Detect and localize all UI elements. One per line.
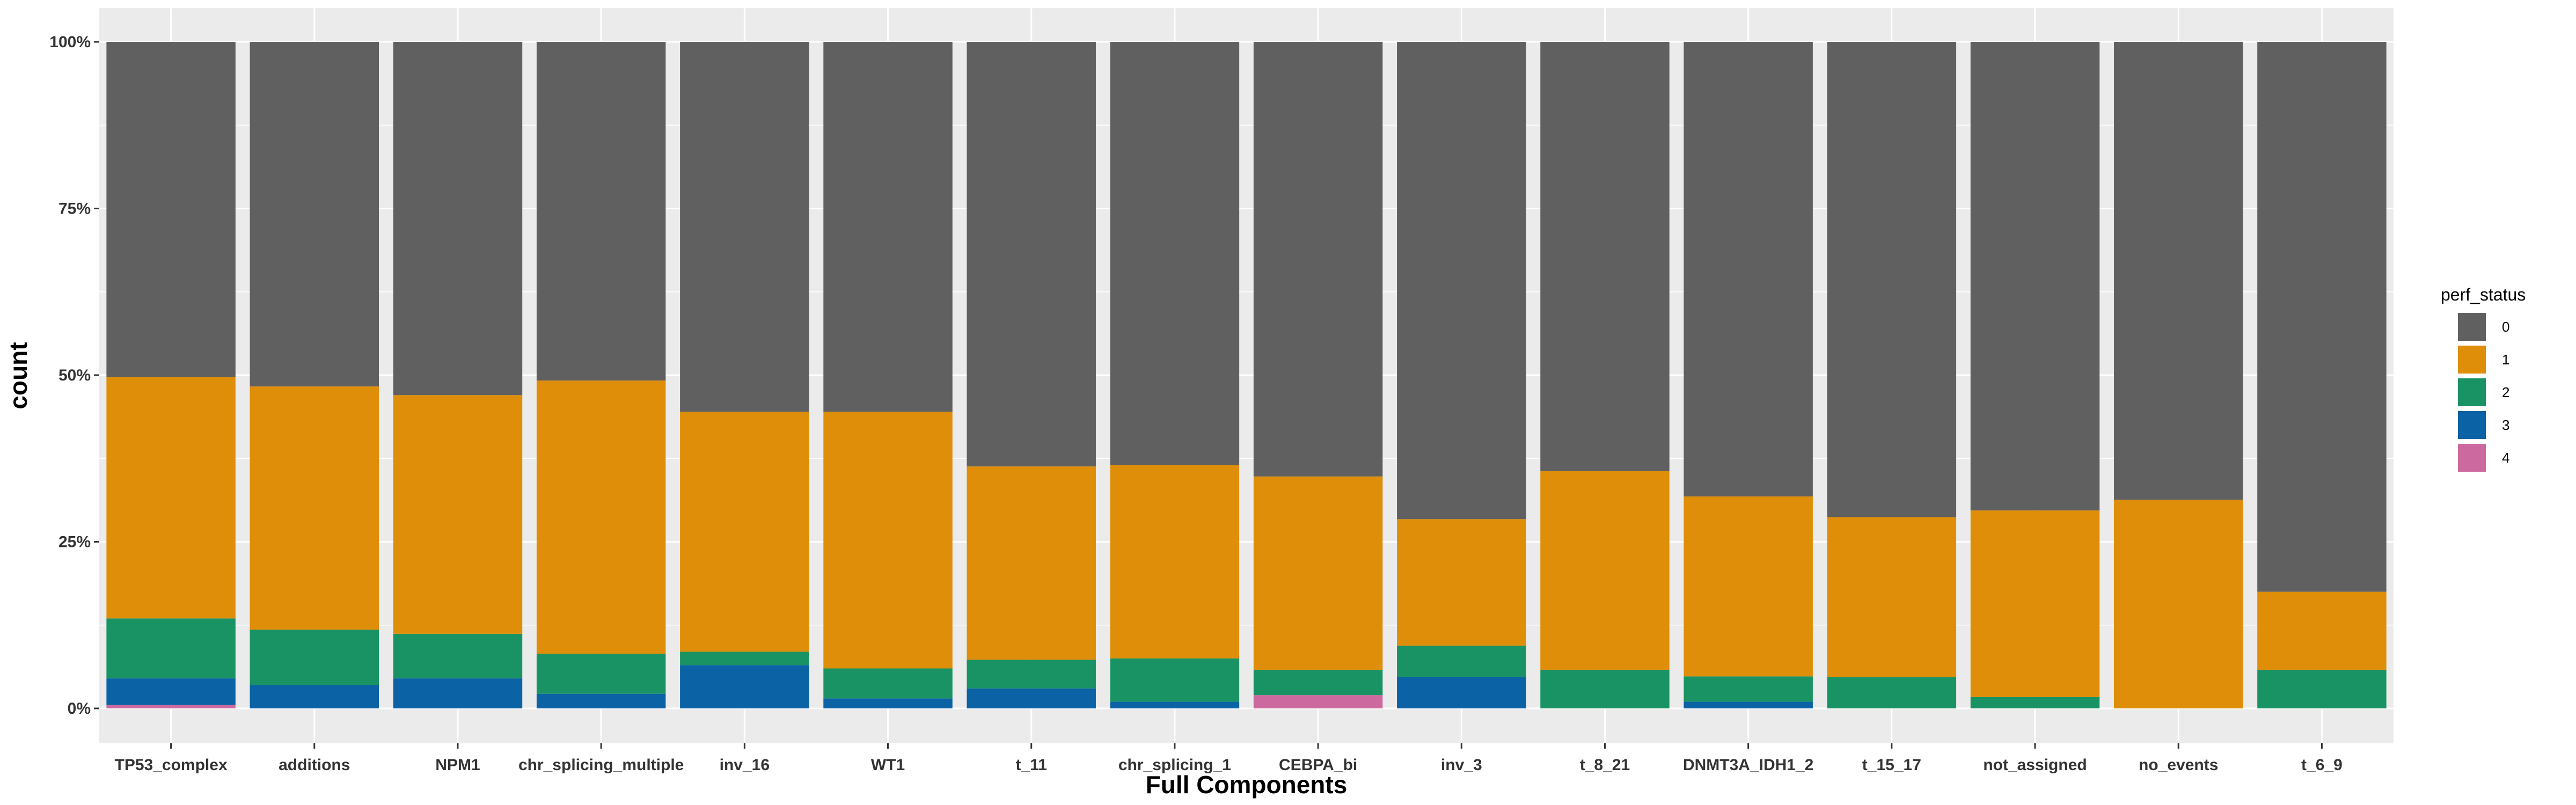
x-tick-label: t_15_17: [1862, 756, 1921, 774]
bar-segment: [1253, 476, 1383, 670]
bar-segment: [536, 380, 666, 654]
x-tick-label: DNMT3A_IDH1_2: [1683, 756, 1813, 774]
bar-segment: [1827, 517, 1957, 677]
legend-swatch: [2458, 411, 2486, 439]
bar-segment: [1684, 42, 1813, 497]
y-axis-title: count: [4, 342, 32, 409]
bar-segment: [1397, 646, 1526, 677]
x-tick-label: additions: [279, 756, 350, 774]
y-tick-label: 100%: [49, 33, 91, 51]
bar-segment: [1397, 42, 1526, 519]
y-tick-label: 0%: [68, 700, 91, 718]
x-tick-label: TP53_complex: [115, 756, 228, 774]
bar-segment: [1253, 695, 1383, 708]
bar-segment: [393, 42, 523, 396]
bar-segment: [680, 665, 809, 708]
bar-segment: [1253, 42, 1383, 477]
y-tick-label: 50%: [58, 367, 91, 384]
bar-segment: [967, 688, 1096, 708]
bar-segment: [106, 377, 236, 619]
legend-items: 0 1 2 3 4: [2458, 313, 2509, 472]
legend-label: 0: [2502, 319, 2509, 335]
x-axis-ticks: TP53_complex additions NPM1 chr_splicing_mu…: [115, 743, 2343, 774]
legend-label: 2: [2502, 384, 2509, 400]
bar-segment: [536, 654, 666, 694]
x-tick-label: chr_splicing_multiple: [518, 756, 684, 774]
bar-segment: [536, 693, 666, 708]
bar-segment: [1253, 669, 1383, 696]
bar-segment: [1110, 42, 1240, 465]
y-tick-label: 25%: [58, 533, 91, 551]
legend-swatch: [2458, 444, 2486, 472]
x-tick-label: chr_splicing_1: [1118, 756, 1231, 774]
legend-swatch: [2458, 346, 2486, 374]
bar-segment: [680, 42, 809, 412]
legend-label: 3: [2502, 417, 2509, 433]
bar-segment: [2257, 669, 2387, 708]
bar-segment: [393, 678, 523, 708]
bar-segment: [967, 660, 1096, 689]
bar-segment: [1970, 697, 2100, 708]
bar-segment: [967, 42, 1096, 467]
bar-segment: [680, 652, 809, 665]
legend: perf_status 0 1 2 3 4: [2441, 285, 2526, 472]
bar-segment: [250, 630, 379, 685]
bar-segment: [250, 386, 379, 630]
bar-segment: [823, 698, 953, 708]
bar-segment: [1827, 677, 1957, 708]
x-tick-label: t_6_9: [2301, 756, 2343, 774]
bar-segment: [536, 42, 666, 380]
bar-segment: [393, 395, 523, 634]
bar-segment: [1110, 701, 1240, 708]
bar-segment: [1684, 676, 1813, 702]
bar-segment: [823, 668, 953, 699]
bar-segment: [1684, 496, 1813, 677]
bar-segment: [1540, 42, 1670, 471]
bar-segment: [823, 412, 953, 669]
bar-segment: [250, 685, 379, 708]
bar-segment: [967, 466, 1096, 660]
x-tick-label: WT1: [871, 756, 905, 774]
bar-segment: [2257, 591, 2387, 670]
x-tick-label: NPM1: [435, 756, 480, 774]
x-tick-label: inv_3: [1441, 756, 1482, 774]
bar-segment: [1397, 677, 1526, 708]
bar-segment: [680, 412, 809, 652]
bar-segment: [1827, 42, 1957, 517]
x-tick-label: CEBPA_bi: [1279, 756, 1357, 774]
legend-label: 1: [2502, 352, 2509, 368]
y-axis-ticks: 0% 25% 50% 75% 100%: [49, 33, 99, 718]
bar-segment: [2257, 42, 2387, 592]
bar-segment: [1110, 465, 1240, 658]
bar-segment: [1684, 701, 1813, 708]
x-tick-label: not_assigned: [1983, 756, 2087, 774]
legend-swatch: [2458, 313, 2486, 341]
bar-segment: [1540, 471, 1670, 670]
bar-segment: [250, 42, 379, 387]
legend-title: perf_status: [2441, 285, 2526, 304]
bar-segment: [1970, 510, 2100, 697]
bar-segment: [106, 678, 236, 705]
bar-segment: [106, 705, 236, 708]
x-tick-label: inv_16: [720, 756, 770, 774]
bar-segment: [1397, 519, 1526, 646]
bar-segment: [1970, 42, 2100, 511]
bar-segment: [2113, 500, 2243, 708]
x-tick-label: t_11: [1016, 756, 1047, 774]
bars: [106, 42, 2387, 708]
x-axis-title: Full Components: [1146, 771, 1348, 799]
x-tick-label: no_events: [2139, 756, 2218, 774]
legend-label: 4: [2502, 450, 2509, 466]
bar-segment: [106, 618, 236, 679]
x-tick-label: t_8_21: [1580, 756, 1630, 774]
bar-segment: [393, 633, 523, 679]
bar-segment: [1110, 658, 1240, 702]
bar-segment: [2113, 42, 2243, 500]
y-tick-label: 75%: [58, 200, 91, 218]
bar-segment: [823, 42, 953, 412]
bar-segment: [106, 42, 236, 377]
bar-segment: [1540, 669, 1670, 708]
legend-swatch: [2458, 378, 2486, 406]
